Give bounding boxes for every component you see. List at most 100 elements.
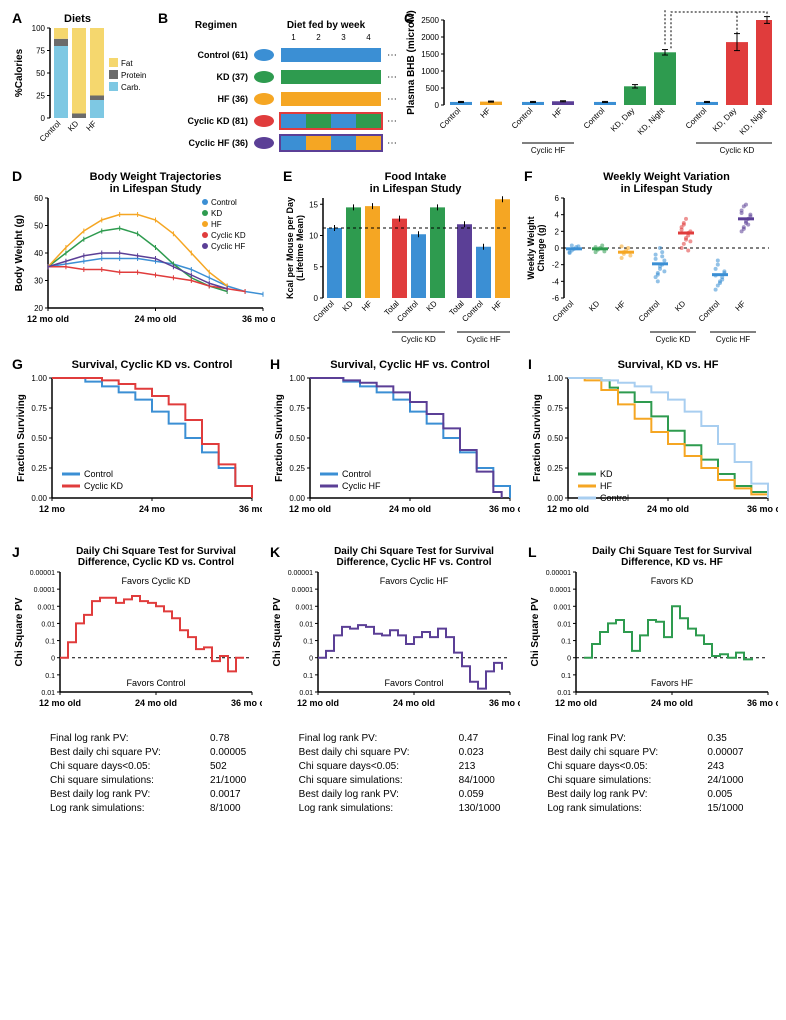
svg-text:Carb.: Carb. [121,83,141,92]
svg-text:-6: -6 [552,294,560,303]
svg-text:KD (37): KD (37) [216,72,248,82]
svg-text:HF: HF [600,481,612,491]
svg-text:Survival, Cyclic KD vs. Contro: Survival, Cyclic KD vs. Control [72,359,233,371]
svg-text:5: 5 [314,263,319,272]
svg-text:0.50: 0.50 [31,434,47,443]
panel-i-label: I [528,356,532,372]
panel-c: C 05001000150020002500Plasma BHB (microM… [402,10,772,160]
svg-text:0.001: 0.001 [553,604,571,611]
svg-text:Fraction Surviving: Fraction Surviving [274,394,285,482]
panel-j-label: J [12,544,20,560]
panel-e-label: E [283,168,292,184]
panel-h: H Survival, Cyclic HF vs. Control0.000.2… [268,356,520,536]
svg-text:Daily Chi Square Test for Surv: Daily Chi Square Test for Survival [76,546,236,557]
panel-g: G Survival, Cyclic KD vs. Control0.000.2… [10,356,262,536]
svg-text:0.50: 0.50 [547,434,563,443]
svg-text:Favors Control: Favors Control [126,678,185,688]
svg-text:60: 60 [34,194,43,203]
svg-text:Favors KD: Favors KD [651,576,694,586]
svg-text:Control: Control [684,106,709,131]
panel-j: J Daily Chi Square Test for SurvivalDiff… [10,544,262,724]
svg-text:Control: Control [342,469,371,479]
svg-text:24 mo old: 24 mo old [393,698,435,708]
svg-text:Diets: Diets [64,13,91,25]
stats-k: Final log rank PV:0.47Best daily chi squ… [299,732,528,816]
svg-text:Survival, KD vs. HF: Survival, KD vs. HF [618,359,719,371]
stat-row: Log rank simulations:15/1000 [547,802,776,816]
svg-text:12 mo old: 12 mo old [547,504,589,514]
svg-text:Control (61): Control (61) [198,50,249,60]
svg-text:0: 0 [435,101,440,110]
svg-text:Control: Control [697,299,722,324]
panel-i: I Survival, KD vs. HF0.000.250.500.751.0… [526,356,778,536]
svg-text:0.001: 0.001 [37,604,55,611]
svg-text:-2: -2 [552,261,560,270]
panel-c-label: C [404,10,414,26]
svg-text:Favors Cyclic KD: Favors Cyclic KD [121,576,191,586]
svg-text:KD: KD [341,299,355,313]
svg-text:0.01: 0.01 [557,621,571,628]
stat-row: Final log rank PV:0.47 [299,732,528,746]
svg-text:0: 0 [567,656,571,663]
svg-text:4: 4 [366,33,371,42]
svg-text:0.1: 0.1 [303,673,313,680]
svg-text:Cyclic HF: Cyclic HF [531,146,565,155]
svg-text:12 mo old: 12 mo old [27,314,69,324]
stats-row: Final log rank PV:0.78Best daily chi squ… [10,732,776,816]
svg-text:0.1: 0.1 [303,639,313,646]
svg-text:Control: Control [395,299,420,324]
svg-text:Regimen: Regimen [195,20,237,31]
svg-text:Chi Square PV: Chi Square PV [14,597,25,666]
svg-text:0.00001: 0.00001 [30,570,55,577]
svg-text:Daily Chi Square Test for Surv: Daily Chi Square Test for Survival [592,546,752,557]
svg-text:0: 0 [41,114,46,123]
svg-text:⋯: ⋯ [387,72,396,83]
svg-text:⋯: ⋯ [387,94,396,105]
svg-text:1500: 1500 [421,50,439,59]
svg-text:25: 25 [36,92,45,101]
svg-text:Control: Control [637,299,662,324]
svg-text:Cyclic HF: Cyclic HF [211,242,245,251]
svg-text:Fat: Fat [121,59,133,68]
svg-text:Control: Control [600,493,629,503]
svg-text:12 mo old: 12 mo old [289,504,331,514]
stat-row: Chi square simulations:24/1000 [547,774,776,788]
svg-text:2: 2 [316,33,321,42]
svg-text:HF: HF [614,299,628,313]
panel-l: L Daily Chi Square Test for SurvivalDiff… [526,544,778,724]
svg-text:0: 0 [555,244,560,253]
svg-text:KD, Day: KD, Day [609,106,636,133]
svg-text:0.1: 0.1 [45,639,55,646]
svg-text:0: 0 [51,656,55,663]
panel-d: D Body Weight Trajectoriesin Lifespan St… [10,168,275,348]
svg-text:Kcal per Mouse per Day: Kcal per Mouse per Day [285,197,295,299]
svg-text:50: 50 [34,222,43,231]
svg-text:0.75: 0.75 [289,404,305,413]
svg-text:0.00001: 0.00001 [288,570,313,577]
svg-text:Weekly Weight: Weekly Weight [526,216,536,279]
svg-text:Control: Control [510,106,535,131]
svg-text:0.01: 0.01 [299,621,313,628]
svg-text:6: 6 [555,194,560,203]
stat-row: Best daily chi square PV:0.00007 [547,746,776,760]
svg-text:⋯: ⋯ [387,116,396,127]
stat-row: Log rank simulations:130/1000 [299,802,528,816]
svg-text:0.00: 0.00 [31,494,47,503]
svg-text:Favors HF: Favors HF [651,678,694,688]
svg-text:0.00: 0.00 [289,494,305,503]
svg-text:0.50: 0.50 [289,434,305,443]
svg-text:24 mo old: 24 mo old [389,504,431,514]
svg-text:24 mo old: 24 mo old [651,698,693,708]
svg-text:3: 3 [341,33,346,42]
panel-d-label: D [12,168,22,184]
svg-text:Diet fed by week: Diet fed by week [287,20,366,31]
svg-text:Difference, Cyclic KD vs. Cont: Difference, Cyclic KD vs. Control [78,557,234,568]
svg-text:Cyclic KD: Cyclic KD [656,335,691,344]
svg-text:10: 10 [309,232,318,241]
svg-text:0.75: 0.75 [547,404,563,413]
stat-row: Final log rank PV:0.35 [547,732,776,746]
figure-container: A Diets0255075100ControlKDHF%CaloriesFat… [10,10,776,816]
panel-a-label: A [12,10,22,26]
svg-text:24 mo old: 24 mo old [134,314,176,324]
svg-text:in Lifespan Study: in Lifespan Study [110,183,203,195]
